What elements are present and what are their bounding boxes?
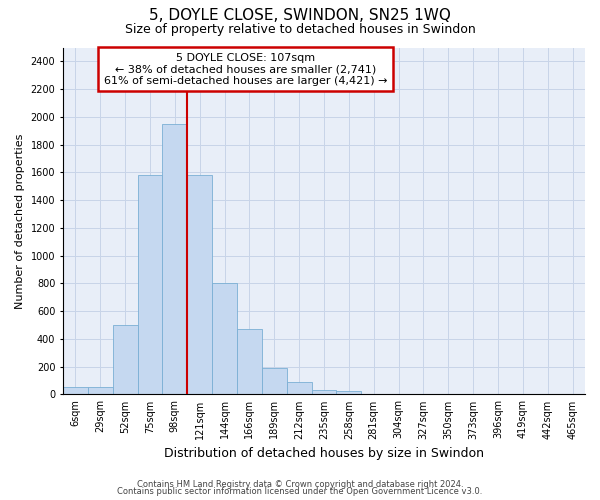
Y-axis label: Number of detached properties: Number of detached properties <box>15 134 25 308</box>
Bar <box>187 175 212 394</box>
Text: 5 DOYLE CLOSE: 107sqm
← 38% of detached houses are smaller (2,741)
61% of semi-d: 5 DOYLE CLOSE: 107sqm ← 38% of detached … <box>104 52 388 86</box>
Text: Contains HM Land Registry data © Crown copyright and database right 2024.: Contains HM Land Registry data © Crown c… <box>137 480 463 489</box>
Bar <box>311 390 337 394</box>
Bar <box>262 368 287 394</box>
X-axis label: Distribution of detached houses by size in Swindon: Distribution of detached houses by size … <box>164 447 484 460</box>
Text: Contains public sector information licensed under the Open Government Licence v3: Contains public sector information licen… <box>118 487 482 496</box>
Bar <box>113 325 137 394</box>
Bar <box>163 124 187 394</box>
Bar <box>63 388 88 394</box>
Text: Size of property relative to detached houses in Swindon: Size of property relative to detached ho… <box>125 22 475 36</box>
Bar <box>337 391 361 394</box>
Bar <box>237 329 262 394</box>
Bar <box>287 382 311 394</box>
Text: 5, DOYLE CLOSE, SWINDON, SN25 1WQ: 5, DOYLE CLOSE, SWINDON, SN25 1WQ <box>149 8 451 22</box>
Bar <box>137 175 163 394</box>
Bar <box>212 284 237 395</box>
Bar <box>88 388 113 394</box>
